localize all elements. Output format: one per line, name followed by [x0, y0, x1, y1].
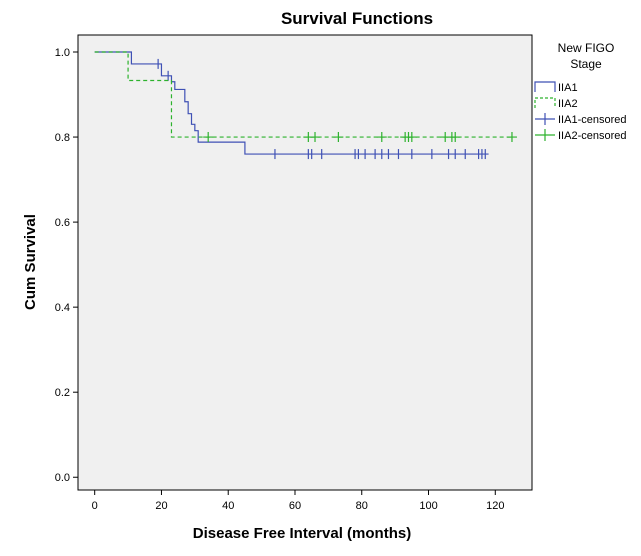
legend-title-line1: New FIGO	[558, 41, 615, 55]
chart-title: Survival Functions	[281, 9, 433, 28]
x-tick-label: 60	[289, 500, 301, 512]
legend-symbol-iia2	[534, 97, 556, 108]
legend-label: IIA1	[558, 82, 578, 94]
x-tick-label: 80	[356, 500, 368, 512]
censor-mark-iia2	[310, 132, 321, 143]
x-tick-label: 0	[92, 500, 98, 512]
legend-symbol-iia2-censored	[535, 129, 555, 141]
axis-ticks: 0 20 40 60 80 100 120 0.0 0.2 0.4 0.6 0.8 1.0	[55, 47, 505, 512]
censor-mark-iia2	[406, 132, 417, 143]
y-tick-label: 1.0	[55, 47, 70, 59]
legend-label: IIA2	[558, 98, 578, 110]
legend-title-line2: Stage	[570, 57, 602, 71]
censor-mark-iia2	[506, 132, 517, 143]
y-tick-label: 0.6	[55, 217, 70, 229]
x-tick-label: 100	[419, 500, 437, 512]
x-axis-label: Disease Free Interval (months)	[193, 525, 411, 542]
censor-mark-iia2	[376, 132, 387, 143]
censor-mark-iia2	[333, 132, 344, 143]
legend: New FIGO Stage IIA1 IIA2 IIA1-censored IIA2…	[534, 41, 626, 142]
legend-symbol-iia1	[534, 81, 556, 92]
series-line-iia2	[94, 51, 512, 138]
y-tick-label: 0.0	[55, 472, 70, 484]
censor-mark-iia2	[450, 132, 461, 143]
series-line-iia1	[94, 51, 489, 155]
censor-mark-iia2	[203, 132, 214, 143]
y-tick-label: 0.2	[55, 387, 70, 399]
x-tick-label: 40	[222, 500, 234, 512]
series-layer	[94, 51, 517, 160]
legend-symbol-iia1-censored	[535, 113, 555, 125]
y-axis-label: Cum Survival	[22, 214, 39, 310]
plot-area	[77, 34, 533, 491]
y-tick-label: 0.4	[55, 302, 70, 314]
y-tick-label: 0.8	[55, 132, 70, 144]
x-tick-label: 20	[155, 500, 167, 512]
legend-label: IIA1-censored	[558, 114, 626, 126]
legend-label: IIA2-censored	[558, 130, 626, 142]
x-tick-label: 120	[486, 500, 504, 512]
